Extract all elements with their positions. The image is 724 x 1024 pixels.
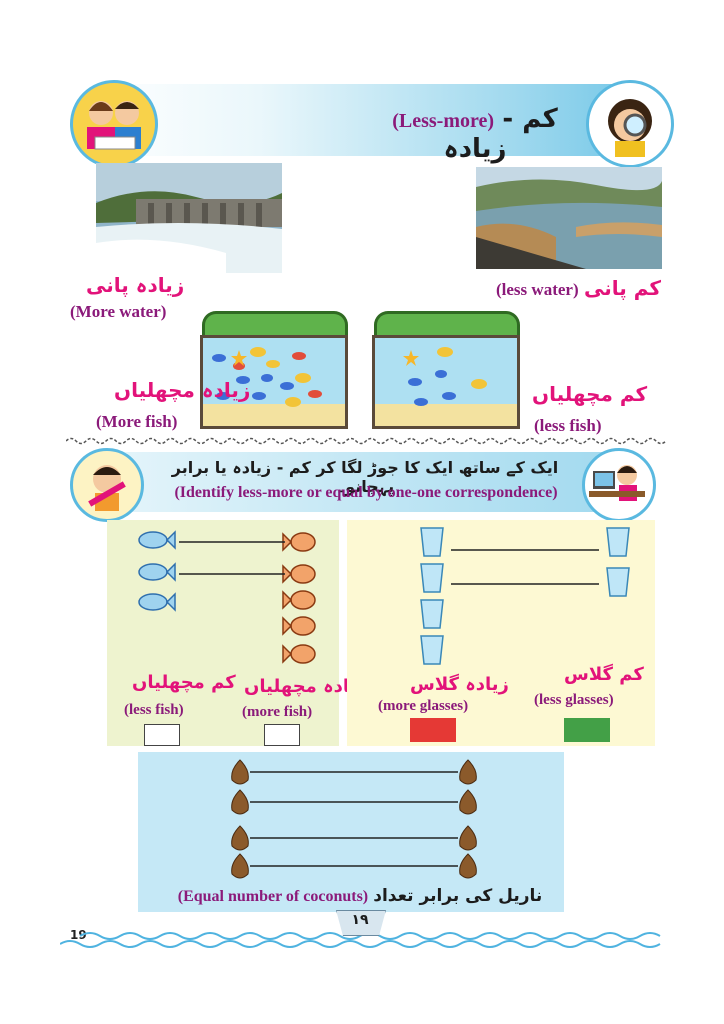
glass-matching-figure xyxy=(420,527,630,665)
more-fish-answer-box[interactable] xyxy=(264,724,300,746)
fish-panel-less-urdu: کم مچھلیاں xyxy=(132,672,236,693)
title-urdu: کم - زیادہ xyxy=(443,104,558,164)
coconut-caption-english: (Equal number of coconuts) xyxy=(177,888,369,905)
girl-computer-icon xyxy=(582,448,656,522)
orange-fish-icon xyxy=(282,532,316,664)
fish-panel-more-english: (more fish) xyxy=(242,704,313,720)
fish-panel-more-urdu: زیادہ مچھلیاں xyxy=(244,676,367,697)
more-fish-urdu: زیادہ مچھلیاں xyxy=(114,378,251,402)
less-water-urdu: کم پانی xyxy=(584,276,662,300)
aquarium-glass xyxy=(372,335,520,429)
girl-magnifier-icon xyxy=(586,80,674,168)
glass-matching-panel xyxy=(347,520,655,746)
instruction-banner xyxy=(86,452,646,512)
aquarium-lid xyxy=(202,311,348,339)
page-title: (Less-more) کم - زیادہ xyxy=(365,104,585,164)
aquarium-glass xyxy=(200,335,348,429)
less-fish-answer-box[interactable] xyxy=(144,724,180,746)
dam-more-water-photo xyxy=(96,163,282,273)
glass-icon xyxy=(420,527,630,665)
glass-panel-less-english: (less glasses) xyxy=(534,692,614,708)
glass-panel-less-urdu: کم گلاس xyxy=(564,664,644,685)
fish-matching-figure xyxy=(138,530,316,664)
aquarium-more-fish xyxy=(198,311,352,429)
title-banner xyxy=(86,84,666,156)
girl-pencil-icon xyxy=(70,448,144,522)
coconut-matching-panel xyxy=(138,752,564,912)
less-glasses-green-box[interactable] xyxy=(564,718,610,742)
page-number-urdu: ۱۹ xyxy=(351,912,369,928)
less-fish-english: (less fish) xyxy=(534,416,602,435)
instruction-urdu: ایک کے ساتھ ایک کا جوڑ لگا کر کم - زیادہ… xyxy=(171,458,559,496)
coconut-caption: (Equal number of coconuts) ناریل کی براب… xyxy=(170,886,550,906)
less-water-english: (less water) xyxy=(496,280,579,299)
less-fish-urdu: کم مچھلیاں xyxy=(532,382,648,406)
more-fish-english: (More fish) xyxy=(96,412,178,431)
lake-less-water-photo xyxy=(476,167,662,269)
instruction-english: (Identify less-more or equal by one-one … xyxy=(174,484,558,501)
glass-panel-more-english: (more glasses) xyxy=(378,698,469,714)
fish-panel-less-english: (less fish) xyxy=(124,702,184,718)
glass-panel-more-urdu: زیادہ گلاس xyxy=(410,674,509,695)
title-english: (Less-more) xyxy=(392,110,495,132)
blue-fish-icon xyxy=(138,530,176,612)
coconut-matching-figure xyxy=(231,759,477,879)
wavy-divider xyxy=(66,437,666,445)
more-glasses-red-box[interactable] xyxy=(410,718,456,742)
kids-reading-icon xyxy=(70,80,158,168)
less-water-label: (less water) کم پانی xyxy=(496,276,661,300)
coconut-caption-urdu: ناریل کی برابر تعداد xyxy=(373,886,543,906)
more-water-english: (More water) xyxy=(70,302,167,321)
more-water-urdu: زیادہ پانی xyxy=(86,273,185,297)
aquarium-less-fish xyxy=(370,311,524,429)
page-number: 19 xyxy=(70,928,87,942)
coconut-icon xyxy=(231,759,477,879)
